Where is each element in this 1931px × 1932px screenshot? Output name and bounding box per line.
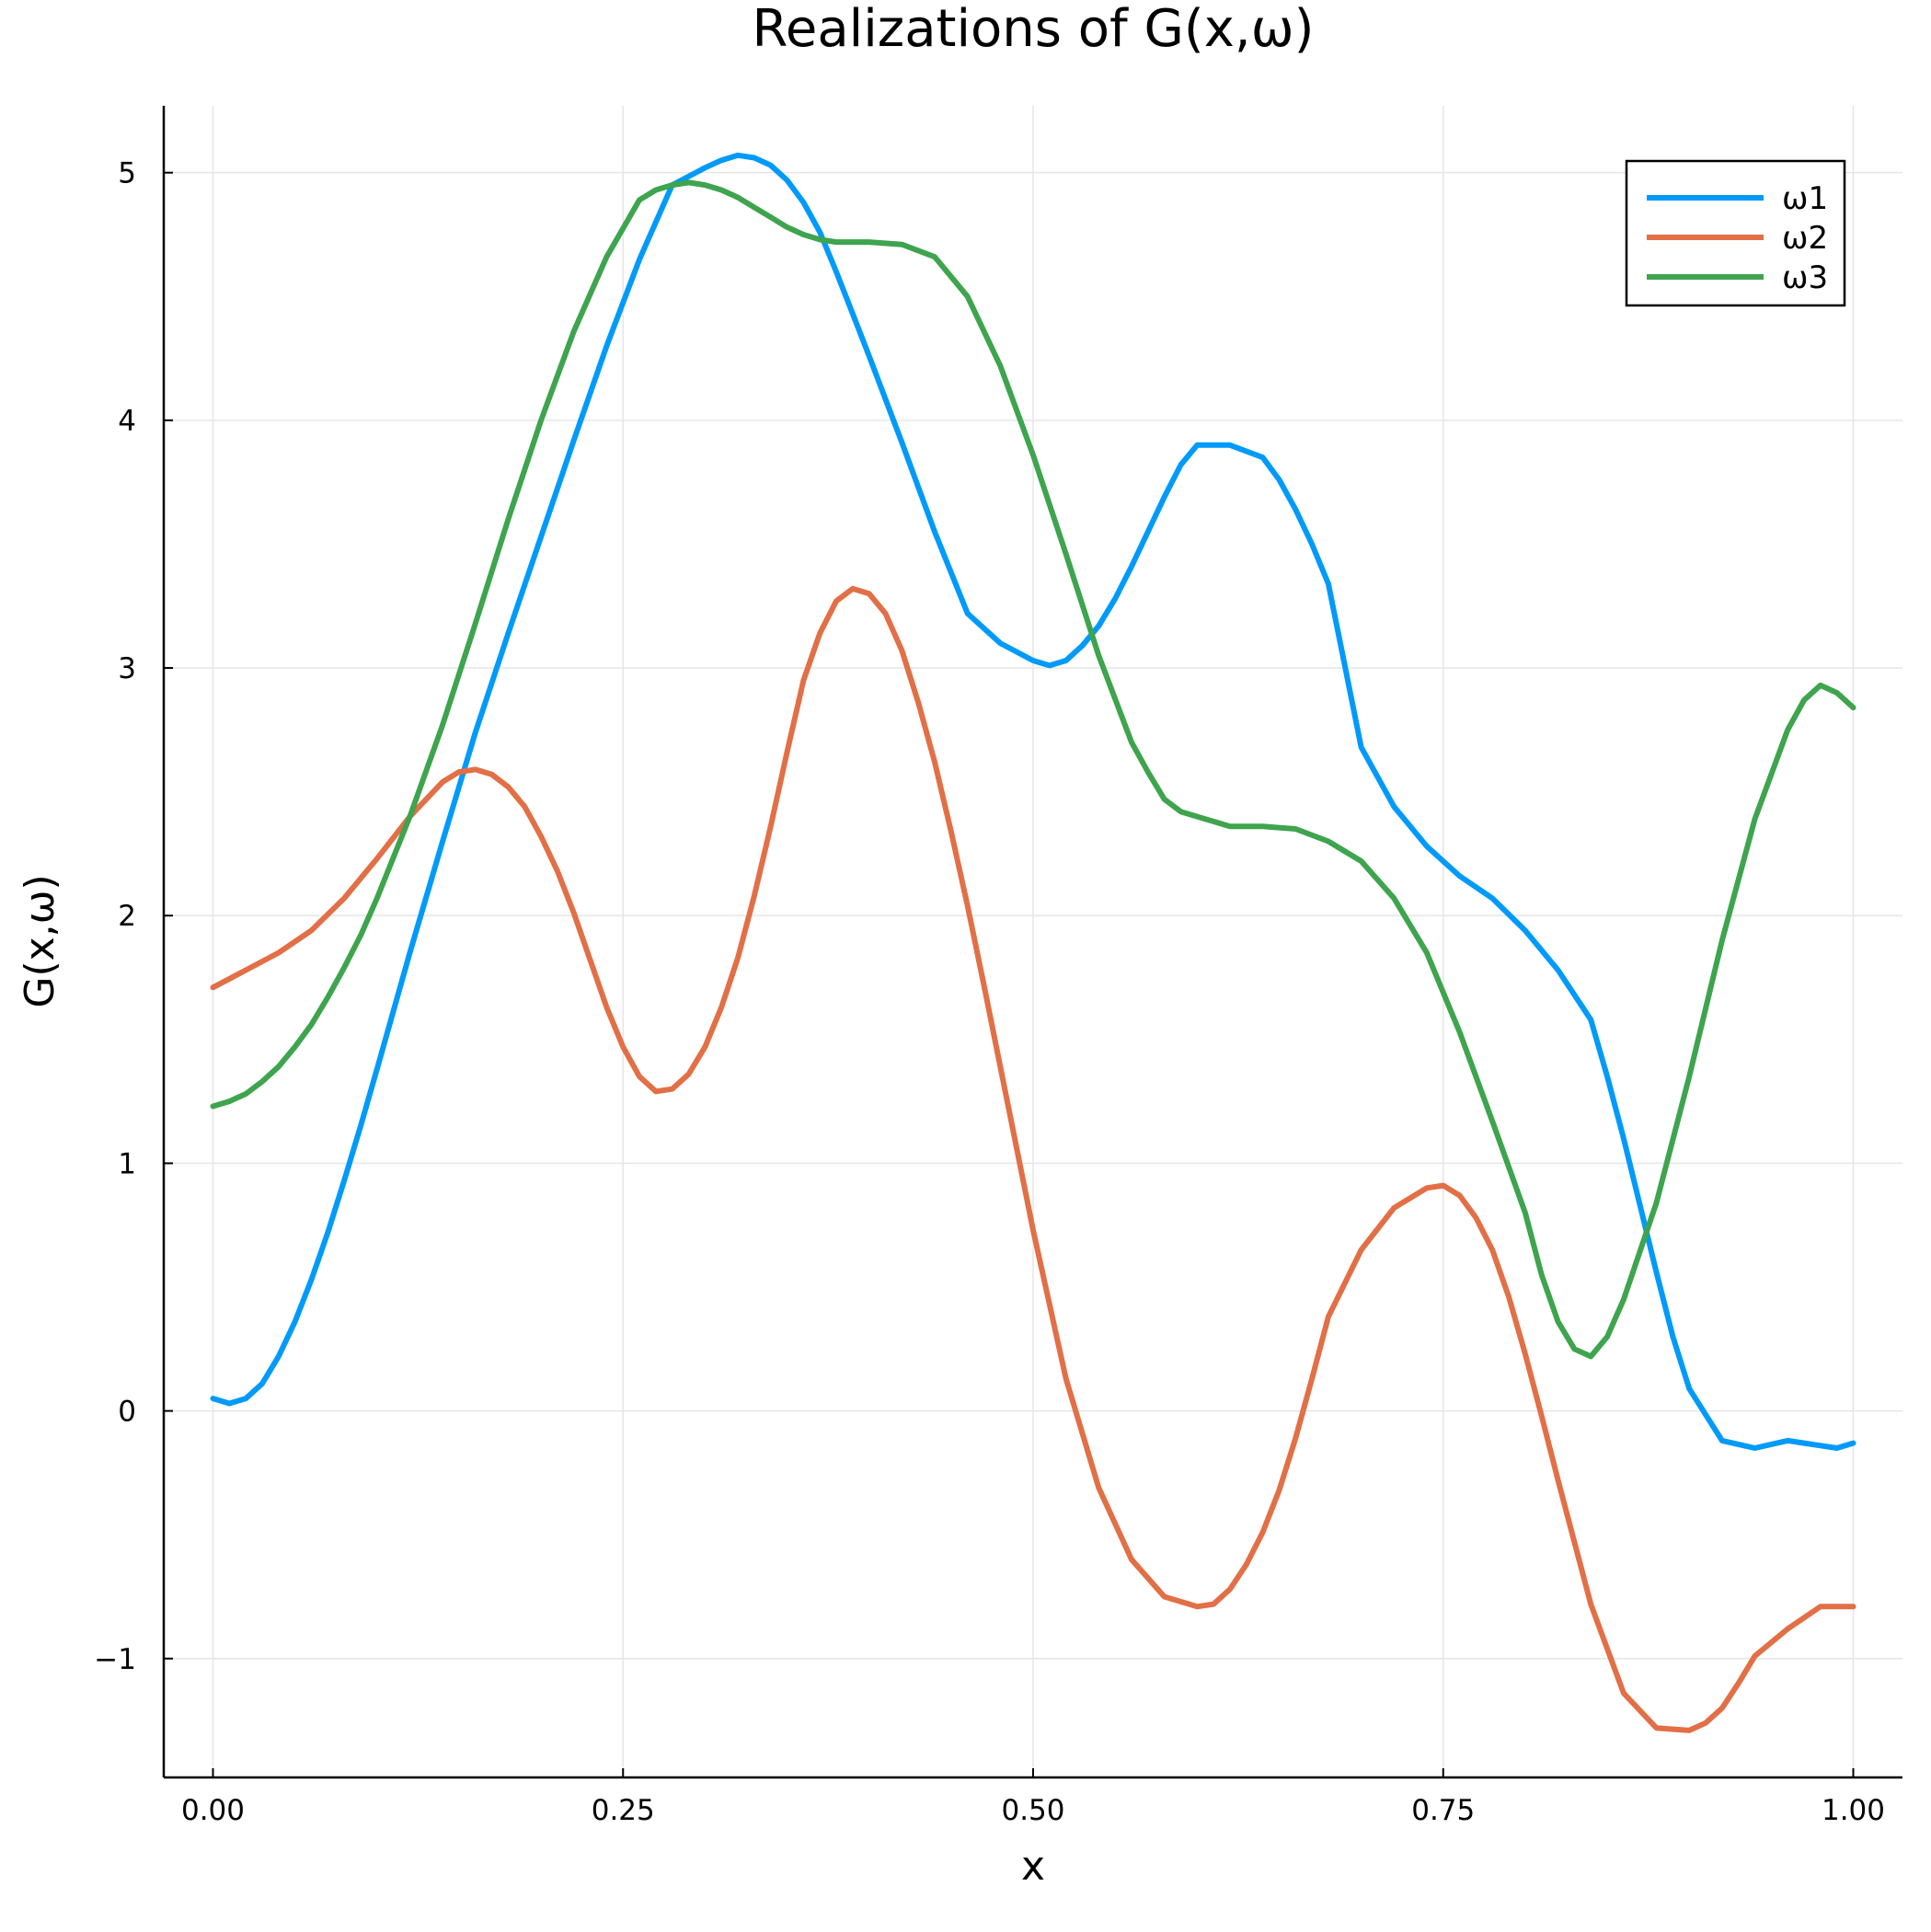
grid <box>164 106 1902 1777</box>
legend-label-3: ω3 <box>1782 259 1828 296</box>
series-line-3 <box>210 179 1856 1360</box>
series-line-1 <box>210 152 1856 1451</box>
y-tick-label: 4 <box>118 405 136 438</box>
chart-title: Realizations of G(x,ω) <box>753 0 1315 59</box>
y-ticks: −1 0 1 2 3 4 5 <box>94 157 173 1676</box>
y-tick-label: 5 <box>118 157 136 190</box>
y-tick-label: 2 <box>118 900 136 933</box>
y-axis-label: G(x,ω) <box>17 874 63 1007</box>
y-tick-label: −1 <box>94 1643 136 1676</box>
series-line-2 <box>210 585 1856 1733</box>
x-ticks: 0.00 0.25 0.50 0.75 1.00 <box>181 1768 1885 1827</box>
legend-label-2: ω2 <box>1782 220 1828 257</box>
y-tick-label: 0 <box>118 1396 136 1429</box>
y-tick-label: 1 <box>118 1147 136 1180</box>
legend-label-1: ω1 <box>1782 180 1828 217</box>
legend-box <box>1625 159 1846 307</box>
x-tick-label: 0.00 <box>181 1794 245 1827</box>
x-tick-label: 1.00 <box>1822 1794 1885 1827</box>
series-layer <box>210 152 1856 1733</box>
x-tick-label: 0.50 <box>1001 1794 1064 1827</box>
x-tick-label: 0.75 <box>1411 1794 1475 1827</box>
x-axis-label: x <box>1021 1843 1045 1890</box>
y-tick-label: 3 <box>118 652 136 685</box>
x-tick-label: 0.25 <box>592 1794 655 1827</box>
